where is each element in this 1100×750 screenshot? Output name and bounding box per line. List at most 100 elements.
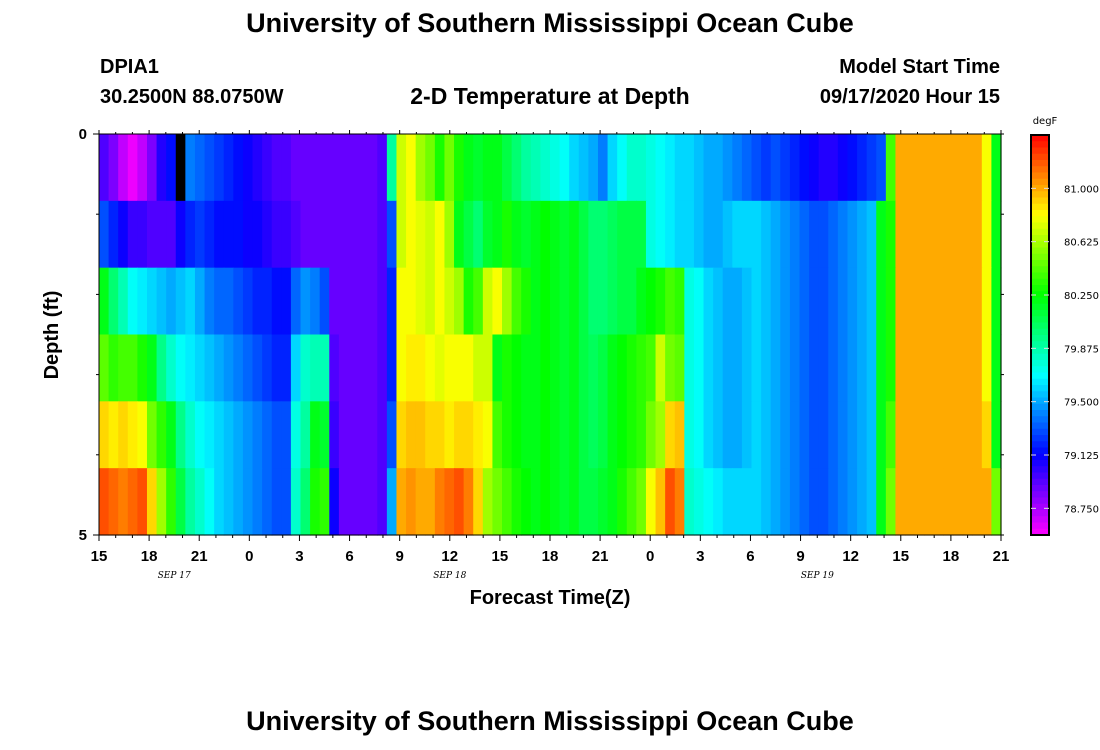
- heatmap-cell: [809, 267, 820, 336]
- heatmap-cell: [425, 267, 436, 336]
- heatmap-cell: [645, 267, 657, 336]
- heatmap-cell: [530, 134, 542, 202]
- heatmap-cell: [933, 200, 945, 269]
- heatmap-cell: [338, 401, 350, 469]
- heatmap-cell: [924, 334, 935, 402]
- heatmap-cell: [290, 334, 302, 402]
- heatmap-cell: [329, 334, 340, 402]
- heatmap-cell: [511, 468, 522, 536]
- heatmap-cell: [857, 468, 868, 536]
- heatmap-cell: [454, 134, 465, 202]
- heatmap-cell: [473, 200, 484, 269]
- heatmap-cell: [550, 468, 561, 536]
- heatmap-cell: [530, 468, 542, 536]
- heatmap-cell: [722, 334, 733, 402]
- heatmap-cell: [348, 401, 359, 469]
- heatmap-cell: [252, 401, 263, 469]
- colorbar-segment: [1031, 516, 1049, 524]
- heatmap-cell: [741, 200, 753, 269]
- heatmap-cell: [703, 401, 714, 469]
- heatmap-cell: [559, 200, 570, 269]
- colorbar-segment: [1031, 491, 1049, 499]
- y-tick-label: 5: [79, 527, 87, 544]
- heatmap-cell: [857, 267, 868, 336]
- heatmap-cell: [310, 334, 321, 402]
- heatmap-cell: [233, 134, 244, 202]
- colorbar-segment: [1031, 341, 1049, 349]
- heatmap-cell: [482, 267, 494, 336]
- heatmap-cell: [981, 134, 993, 202]
- heatmap-cell: [367, 134, 378, 202]
- heatmap-cell: [905, 267, 916, 336]
- heatmap-cell: [223, 267, 234, 336]
- heatmap-cell: [386, 401, 398, 469]
- heatmap-cell: [559, 267, 570, 336]
- heatmap-cell: [175, 468, 186, 536]
- heatmap-cell: [118, 267, 129, 336]
- heatmap-cell: [454, 267, 465, 336]
- heatmap-cell: [866, 334, 877, 402]
- colorbar-segment: [1031, 191, 1049, 199]
- heatmap-cell: [847, 468, 858, 536]
- heatmap-cell: [569, 468, 580, 536]
- heatmap-cell: [789, 267, 801, 336]
- heatmap-cell: [271, 134, 282, 202]
- heatmap-cell: [761, 334, 772, 402]
- heatmap-cell: [809, 334, 820, 402]
- heatmap-cell: [319, 134, 330, 202]
- heatmap-cell: [713, 401, 724, 469]
- heatmap-cell: [972, 200, 983, 269]
- heatmap-cell: [233, 401, 244, 469]
- heatmap-cell: [99, 134, 110, 202]
- x-tick-label: 21: [993, 548, 1010, 565]
- heatmap-cell: [857, 334, 868, 402]
- heatmap-cell: [290, 134, 302, 202]
- heatmap-cell: [175, 134, 186, 202]
- heatmap-cell: [991, 134, 1002, 202]
- heatmap-cell: [242, 401, 254, 469]
- heatmap-cell: [406, 134, 417, 202]
- heatmap-cells: [99, 134, 1002, 536]
- heatmap-cell: [607, 401, 618, 469]
- heatmap-cell: [578, 401, 589, 469]
- colorbar: 81.000 80.625 80.250 79.875 79.500 79.125 78.7…: [1030, 134, 1099, 536]
- heatmap-cell: [329, 401, 340, 469]
- heatmap-cell: [953, 200, 964, 269]
- date-label: SEP 17: [158, 571, 191, 581]
- heatmap-cell: [146, 134, 158, 202]
- heatmap-cell: [204, 401, 215, 469]
- heatmap-cell: [809, 134, 820, 202]
- heatmap-cell: [300, 200, 311, 269]
- heatmap-cell: [137, 267, 148, 336]
- heatmap-cell: [492, 401, 503, 469]
- heatmap-cell: [569, 200, 580, 269]
- x-tick-label: 0: [646, 548, 654, 565]
- heatmap-cell: [156, 134, 167, 202]
- heatmap-cell: [444, 401, 455, 469]
- heatmap-cell: [885, 134, 897, 202]
- heatmap-cell: [300, 134, 311, 202]
- heatmap-cell: [358, 134, 369, 202]
- heatmap-cell: [454, 200, 465, 269]
- heatmap-cell: [799, 401, 810, 469]
- heatmap-cell: [981, 401, 993, 469]
- colorbar-segment: [1031, 222, 1049, 230]
- heatmap-cell: [118, 134, 129, 202]
- heatmap-cell: [626, 401, 637, 469]
- y-axis-label: Depth (ft): [41, 291, 63, 380]
- x-tick-label: 3: [295, 548, 303, 565]
- heatmap-cell: [473, 401, 484, 469]
- heatmap-cell: [166, 401, 177, 469]
- heatmap-cell: [953, 401, 964, 469]
- heatmap-cell: [799, 267, 810, 336]
- heatmap-cell: [626, 468, 637, 536]
- heatmap-cell: [741, 134, 753, 202]
- heatmap-cell: [895, 267, 906, 336]
- heatmap-cell: [396, 134, 407, 202]
- heatmap-cell: [329, 267, 340, 336]
- heatmap-cell: [137, 468, 148, 536]
- heatmap-cell: [636, 401, 647, 469]
- heatmap-cell: [425, 200, 436, 269]
- heatmap-cell: [214, 200, 225, 269]
